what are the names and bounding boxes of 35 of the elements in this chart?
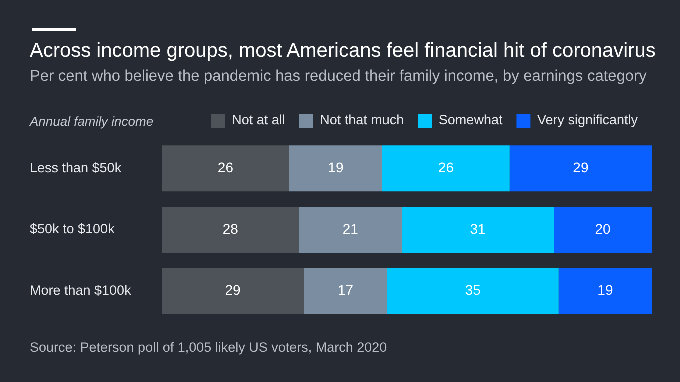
bar [382,146,510,192]
bar [162,146,290,192]
bar [510,146,652,192]
data-label: 29 [573,160,589,176]
data-label: 28 [222,220,239,237]
data-label: 35 [465,282,482,298]
bar [304,268,388,314]
data-label: 26 [438,160,454,176]
bar [162,206,300,253]
legend-label: Very significantly [537,112,638,128]
chart-subtitle: Per cent who believe the pandemic has reduced their family income, by earnings category [30,68,647,86]
bar [299,206,402,253]
data-label: 17 [338,282,354,298]
bar [558,268,652,314]
y-axis-title: Annual family income [30,114,154,129]
y-tick-label: More than $100k [30,282,132,298]
data-label: 19 [598,282,614,298]
legend-label: Not at all [232,112,286,128]
y-tick-label: Less than $50k [30,160,122,176]
y-tick-label: $50k to $100k [30,222,116,237]
bar [554,206,652,253]
source-note: Source: Peterson poll of 1,005 likely US voters, March 2020 [30,340,388,355]
data-label: 19 [328,160,344,176]
data-label: 20 [595,220,611,237]
legend-label: Not that much [320,112,404,128]
data-label: 31 [470,220,486,237]
legend-label: Somewhat [438,112,503,128]
bar [387,268,559,314]
bar [289,146,382,192]
bar [162,268,304,314]
bar [402,206,554,253]
data-label: 29 [225,282,242,298]
data-label: 26 [218,160,234,176]
data-label: 21 [342,220,359,237]
chart-title: Across income groups, most Americans feel financial hit of coronavirus [30,40,656,63]
